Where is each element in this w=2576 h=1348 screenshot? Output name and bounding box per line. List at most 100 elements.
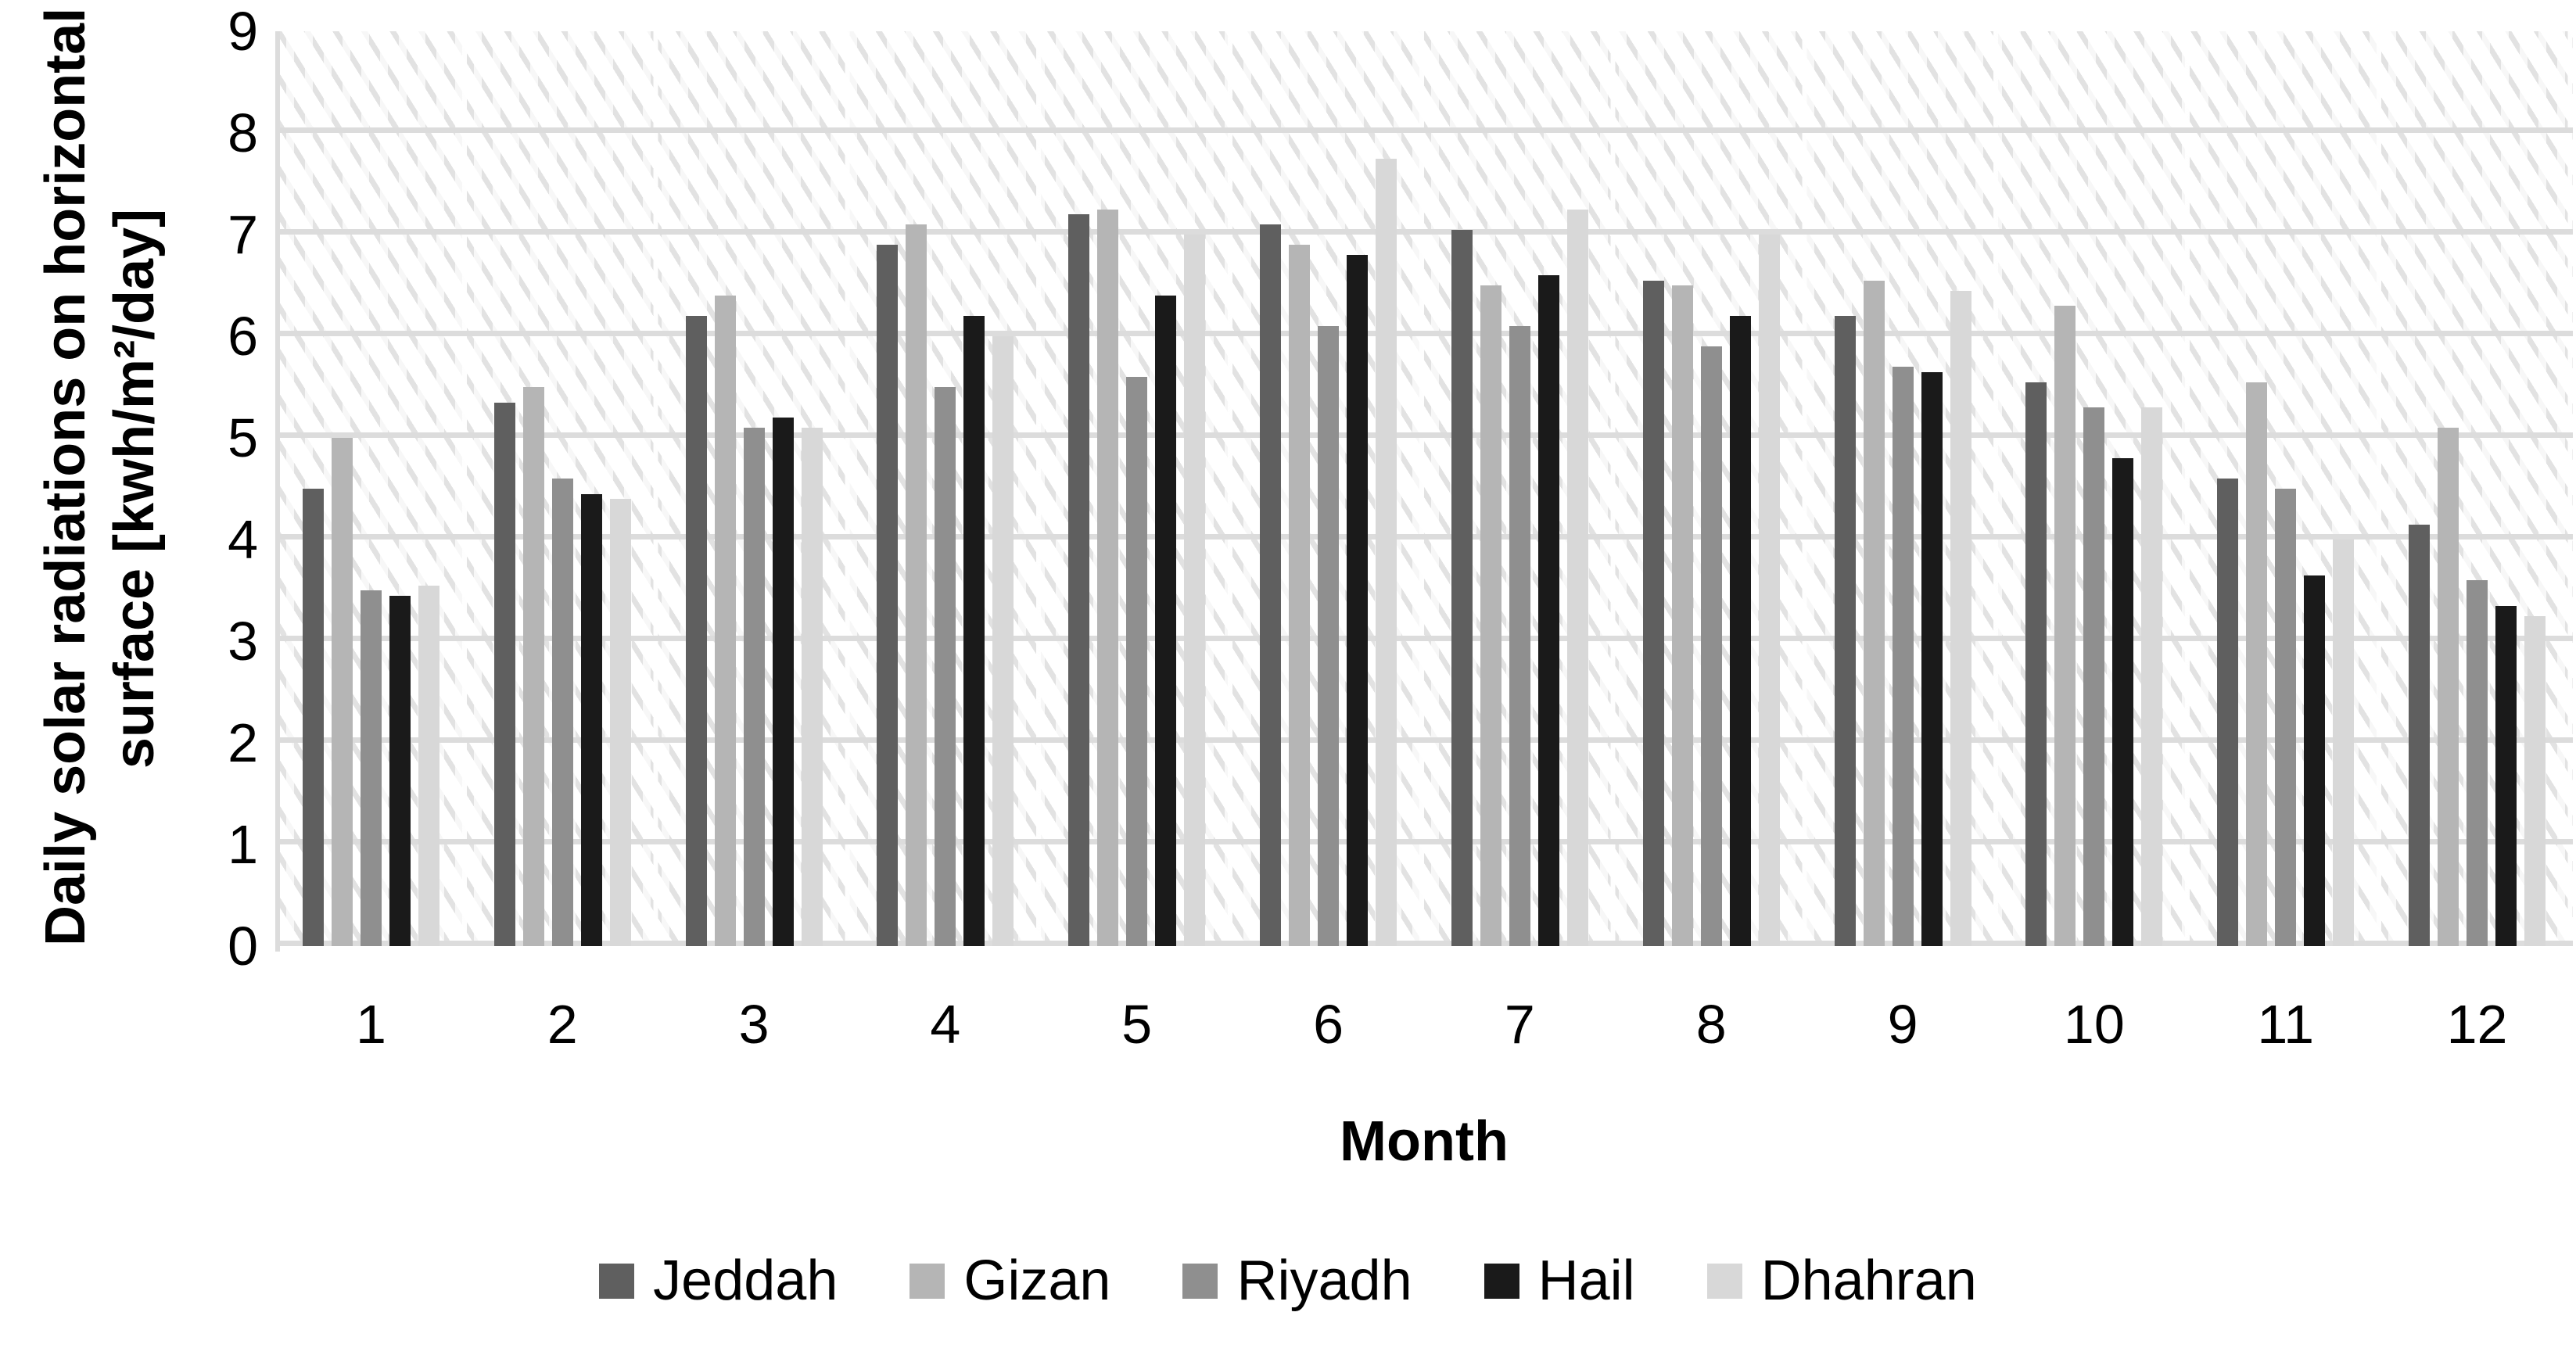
- bar-group-month-5: [1041, 31, 1232, 946]
- bar-dhahran-month-5: [1184, 235, 1206, 946]
- bar-jeddah-month-3: [685, 316, 707, 946]
- bar-gizan-month-9: [1863, 280, 1885, 946]
- y-tick-label-2: 2: [228, 712, 258, 773]
- y-tick-label-0: 0: [228, 916, 258, 977]
- y-tick-label-9: 9: [228, 1, 258, 62]
- legend-swatch-dhahran: [1706, 1263, 1742, 1299]
- bar-riyadh-month-12: [2467, 580, 2488, 946]
- bar-jeddah-month-8: [1642, 280, 1664, 946]
- x-tick-label-3: 3: [738, 994, 770, 1055]
- legend-item-gizan: Gizan: [909, 1249, 1110, 1312]
- x-tick-label-10: 10: [2063, 994, 2125, 1055]
- bar-gizan-month-1: [331, 438, 353, 946]
- bar-group-month-12: [2381, 31, 2573, 946]
- bar-riyadh-month-6: [1318, 326, 1340, 946]
- bar-group-month-1: [275, 31, 467, 946]
- legend-item-dhahran: Dhahran: [1706, 1249, 1977, 1312]
- x-tick-label-11: 11: [2257, 994, 2315, 1055]
- bar-dhahran-month-11: [2333, 540, 2355, 946]
- bar-jeddah-month-2: [493, 402, 515, 946]
- bar-gizan-month-8: [1671, 285, 1693, 946]
- y-tick-label-8: 8: [228, 102, 258, 163]
- legend-swatch-riyadh: [1182, 1263, 1218, 1299]
- x-tick-label-7: 7: [1504, 994, 1535, 1055]
- y-axis-title-line1: Daily solar radiations on horizontal: [34, 7, 97, 946]
- bar-jeddah-month-7: [1451, 229, 1473, 946]
- legend-label-hail: Hail: [1537, 1249, 1635, 1312]
- bar-riyadh-month-11: [2275, 489, 2297, 946]
- bar-hail-month-1: [389, 595, 411, 946]
- legend: Jeddah Gizan Riyadh Hail Dhahran: [0, 1249, 2576, 1312]
- bar-group-month-7: [1424, 31, 1616, 946]
- legend-item-jeddah: Jeddah: [599, 1249, 838, 1312]
- bar-dhahran-month-12: [2524, 615, 2546, 946]
- legend-item-riyadh: Riyadh: [1182, 1249, 1412, 1312]
- bar-riyadh-month-1: [360, 590, 382, 946]
- bar-gizan-month-12: [2438, 428, 2459, 946]
- bar-jeddah-month-4: [877, 245, 899, 946]
- bar-group-month-6: [1232, 31, 1424, 946]
- bar-group-month-10: [1998, 31, 2190, 946]
- y-tick-label-7: 7: [228, 204, 258, 265]
- legend-item-hail: Hail: [1484, 1249, 1635, 1312]
- legend-swatch-hail: [1484, 1263, 1519, 1299]
- bar-riyadh-month-2: [551, 479, 573, 946]
- legend-label-dhahran: Dhahran: [1760, 1249, 1977, 1312]
- bar-group-month-11: [2190, 31, 2381, 946]
- plot-area: [275, 31, 2573, 946]
- bar-group-month-3: [658, 31, 850, 946]
- x-tick-label-2: 2: [547, 994, 578, 1055]
- legend-swatch-jeddah: [599, 1263, 635, 1299]
- x-axis-title: Month: [1340, 1110, 1509, 1173]
- x-tick-label-12: 12: [2446, 994, 2508, 1055]
- bar-jeddah-month-5: [1068, 214, 1090, 946]
- bar-hail-month-2: [580, 493, 602, 946]
- legend-label-jeddah: Jeddah: [653, 1249, 838, 1312]
- bar-group-month-4: [849, 31, 1041, 946]
- x-tick-label-1: 1: [355, 994, 386, 1055]
- x-tick-label-4: 4: [930, 994, 961, 1055]
- bar-groups: [275, 31, 2573, 946]
- bar-jeddah-month-12: [2409, 524, 2431, 946]
- bar-hail-month-8: [1729, 316, 1751, 946]
- bar-dhahran-month-7: [1566, 209, 1588, 946]
- bar-group-month-2: [467, 31, 658, 946]
- bar-riyadh-month-9: [1892, 367, 1914, 946]
- bar-hail-month-5: [1155, 296, 1177, 946]
- bar-group-month-8: [1616, 31, 1807, 946]
- x-tick-label-9: 9: [1887, 994, 1918, 1055]
- x-tick-label-5: 5: [1121, 994, 1153, 1055]
- bar-dhahran-month-1: [418, 585, 439, 946]
- bar-dhahran-month-8: [1758, 235, 1780, 946]
- bar-riyadh-month-7: [1509, 326, 1530, 946]
- legend-swatch-gizan: [909, 1263, 945, 1299]
- bar-gizan-month-7: [1480, 285, 1501, 946]
- bar-hail-month-12: [2495, 605, 2517, 946]
- bar-gizan-month-10: [2054, 306, 2076, 946]
- bar-riyadh-month-4: [935, 387, 956, 946]
- y-axis-title: Daily solar radiations on horizontal sur…: [31, 7, 169, 946]
- bar-hail-month-3: [772, 418, 794, 946]
- bar-riyadh-month-8: [1700, 346, 1722, 946]
- bar-hail-month-10: [2112, 458, 2134, 946]
- bar-dhahran-month-3: [801, 428, 823, 946]
- y-tick-label-3: 3: [228, 611, 258, 672]
- bar-dhahran-month-4: [992, 336, 1014, 946]
- y-tick-label-5: 5: [228, 407, 258, 468]
- bar-dhahran-month-10: [2141, 407, 2163, 946]
- bar-gizan-month-2: [522, 387, 544, 946]
- bar-gizan-month-5: [1097, 209, 1119, 946]
- bar-hail-month-6: [1347, 255, 1369, 946]
- x-axis-tick-labels: 1 2 3 4 5 6 7 8 9 10 11 12: [275, 991, 2573, 1057]
- bar-dhahran-month-9: [1950, 290, 1971, 946]
- bar-riyadh-month-5: [1126, 377, 1148, 946]
- bar-dhahran-month-2: [609, 499, 631, 946]
- x-tick-label-6: 6: [1313, 994, 1344, 1055]
- bar-gizan-month-3: [714, 296, 736, 946]
- bar-gizan-month-11: [2246, 382, 2268, 946]
- y-axis-title-line2: surface [kwh/m²/day]: [103, 208, 166, 769]
- y-tick-label-1: 1: [228, 814, 258, 875]
- bar-riyadh-month-3: [743, 428, 765, 946]
- bar-hail-month-11: [2304, 575, 2326, 946]
